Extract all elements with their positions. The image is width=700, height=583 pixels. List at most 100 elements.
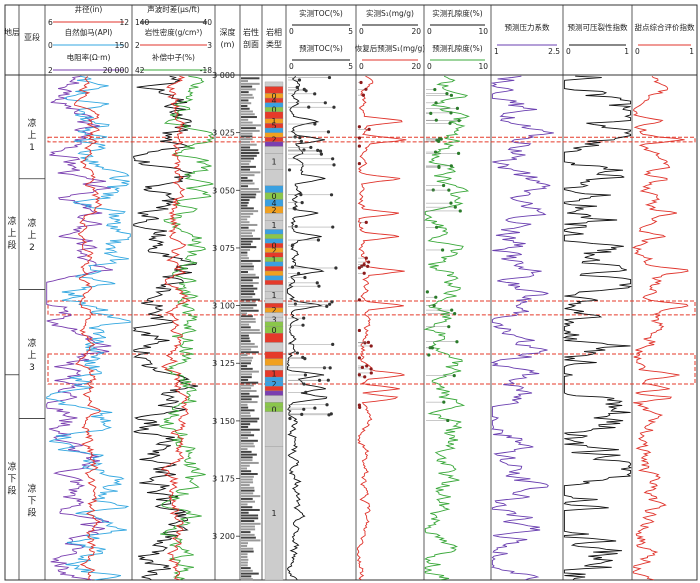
track2-legend-name: 补偿中子(%): [152, 52, 195, 62]
toc-legend-name: 实测TOC(%): [299, 8, 343, 18]
lith-bar: [241, 193, 257, 196]
lith-bar: [241, 309, 259, 312]
lith-bar: [241, 351, 259, 354]
lith-bar: [241, 237, 261, 240]
lith-bar: [241, 135, 253, 138]
measured-toc-point: [298, 136, 302, 140]
lith-bar: [241, 553, 248, 556]
track2-legend-max: 3: [207, 41, 212, 50]
lith-bar: [241, 284, 254, 287]
facies-code: 1: [271, 117, 276, 126]
facies-code: 4: [271, 96, 276, 105]
measured-toc-point: [326, 378, 330, 382]
lith-profile-header-1: 岩性: [243, 27, 259, 37]
lith-bar: [241, 473, 258, 476]
facies-code: 2: [271, 380, 276, 389]
lith-bar: [241, 511, 249, 514]
lith-bar: [241, 104, 248, 107]
lith-bar: [241, 354, 248, 357]
measured-toc-point: [301, 323, 305, 327]
lith-bar: [241, 229, 256, 232]
facies-block: [264, 411, 284, 447]
lith-bar: [241, 398, 252, 401]
lith-bar: [241, 578, 253, 581]
measured-porosity-point: [430, 346, 434, 350]
measured-porosity-point: [433, 87, 437, 92]
facies-block: [264, 275, 284, 281]
track2-legend-name: 岩性密度(g/cm³): [145, 27, 203, 37]
lith-bar: [241, 146, 251, 149]
track2-legend-max: -18: [200, 66, 212, 75]
lith-bar: [241, 93, 253, 96]
lith-bar: [241, 517, 259, 520]
depth-tick-label: 3 000: [212, 71, 235, 80]
measured-toc-point: [316, 238, 321, 242]
highlight-interval: [47, 353, 696, 385]
lith-bar: [241, 262, 253, 265]
s1-legend-max: 20: [411, 27, 421, 36]
lith-bar: [241, 401, 258, 404]
lith-bar: [241, 171, 261, 174]
measured-s1-point: [367, 260, 371, 264]
facies-code: 0: [271, 106, 276, 115]
lith-bar: [241, 196, 256, 199]
measured-toc-point: [327, 413, 331, 417]
lith-bar: [241, 461, 259, 464]
lith-bar: [241, 445, 255, 448]
measured-toc-point: [302, 316, 306, 320]
measured-s1-point: [357, 125, 361, 129]
measured-porosity-point: [447, 325, 451, 329]
lith-bar: [241, 359, 252, 362]
lith-bar: [241, 160, 251, 163]
lith-profile-header-2: 剖面: [243, 39, 259, 49]
measured-porosity-point: [434, 295, 438, 299]
measured-porosity-point: [437, 139, 441, 143]
sub-member-label-char: 1: [29, 143, 35, 153]
lith-bar: [241, 251, 248, 254]
lith-bar: [241, 442, 254, 445]
toc-legend-min: 0: [289, 27, 294, 36]
measured-toc-point: [328, 366, 332, 370]
lith-bar: [241, 282, 259, 285]
lith-bar: [241, 226, 249, 229]
facies-block: [264, 81, 284, 87]
lith-bar: [241, 572, 259, 575]
track1-legend-name: 井径(in): [75, 4, 103, 14]
measured-s1-point: [357, 161, 361, 166]
facies-block: [264, 127, 284, 133]
predicted-porosity-curve: [423, 75, 470, 581]
lith-bar: [241, 547, 254, 550]
lith-bar: [241, 428, 260, 431]
sub-member-label-char: 下: [27, 496, 36, 506]
measured-porosity-point: [432, 303, 436, 308]
lith-bar: [241, 129, 260, 132]
track1-legend-max: 150: [115, 41, 130, 50]
lith-bar: [241, 456, 253, 459]
measured-toc-point: [316, 148, 320, 152]
frac-index-curve: [562, 75, 633, 581]
facies-code: 0: [271, 405, 276, 414]
measured-s1-point: [363, 341, 367, 345]
lith-bar: [241, 293, 256, 296]
lith-bar: [241, 257, 249, 260]
lith-bar: [241, 406, 249, 409]
lith-bar: [241, 168, 251, 171]
lith-bar: [241, 223, 258, 226]
facies-code: 0: [271, 326, 276, 335]
facies-block: [264, 395, 284, 403]
track1-legend-min: 2: [48, 66, 53, 75]
measured-toc-point: [304, 390, 308, 394]
facies-code: 3: [271, 315, 276, 324]
lith-bar: [241, 179, 253, 182]
lith-bar: [241, 533, 255, 536]
measured-toc-point: [331, 342, 335, 346]
formation-label-char: 凉: [7, 460, 16, 472]
measured-porosity-point: [440, 248, 445, 252]
measured-porosity-point: [458, 209, 462, 213]
lith-bar: [241, 207, 254, 210]
measured-toc-point: [323, 101, 327, 105]
measured-points: [287, 75, 462, 423]
lith-bar: [241, 481, 254, 484]
lith-bar: [241, 508, 260, 511]
lith-bar: [241, 506, 253, 509]
